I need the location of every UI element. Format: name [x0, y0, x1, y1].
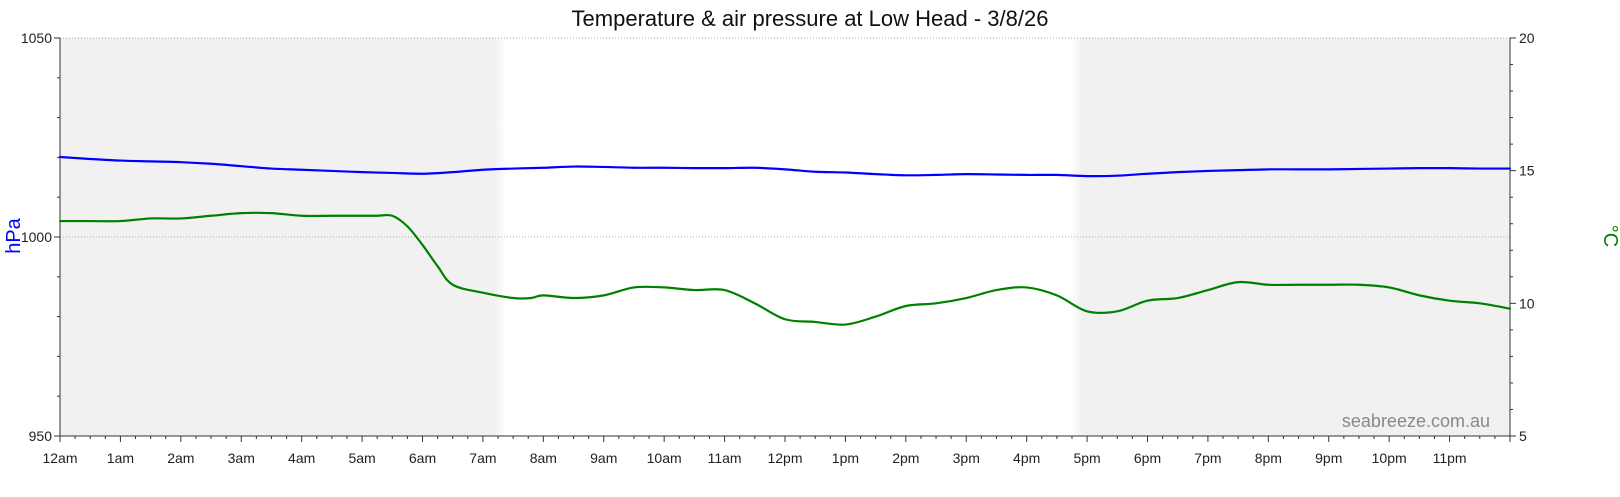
pressure-series-line	[58, 155, 1512, 178]
x-tick-label: 11am	[708, 450, 742, 466]
x-tick-label: 3am	[228, 450, 255, 466]
x-tick-label: 10pm	[1372, 450, 1407, 466]
right-tick-label: 20	[1519, 30, 1535, 46]
x-tick-label: 6pm	[1134, 450, 1161, 466]
series-layer	[58, 155, 1512, 326]
axis-labels: 950 1000 1050 5 10 15 20 12am 1am 2am 3am 4am 5am 6am…	[21, 30, 1535, 466]
x-tick-label: 7pm	[1194, 450, 1221, 466]
x-tick-label: 2am	[167, 450, 194, 466]
x-tick-label: 4am	[288, 450, 315, 466]
x-tick-label: 7am	[469, 450, 496, 466]
x-tick-label: 1am	[107, 450, 134, 466]
night-band-fade	[1070, 38, 1083, 436]
night-band-fade	[494, 38, 506, 436]
right-tick-label: 15	[1519, 163, 1535, 179]
x-tick-label: 8pm	[1255, 450, 1282, 466]
x-tick-label: 9am	[590, 450, 617, 466]
right-axis-title: °C	[1599, 225, 1620, 247]
x-tick-label: 5am	[348, 450, 375, 466]
x-tick-label: 10am	[647, 450, 682, 466]
axes	[54, 37, 1516, 442]
x-tick-label: 3pm	[953, 450, 980, 466]
x-tick-label: 8am	[530, 450, 557, 466]
right-tick-label: 10	[1519, 295, 1535, 311]
chart-title: Temperature & air pressure at Low Head -…	[572, 6, 1049, 31]
x-tick-label: 4pm	[1013, 450, 1040, 466]
night-band	[1081, 38, 1510, 436]
left-tick-label: 950	[29, 428, 53, 444]
x-tick-label: 1pm	[832, 450, 859, 466]
x-tick-label: 9pm	[1315, 450, 1342, 466]
x-tick-label: 12am	[42, 450, 77, 466]
x-tick-label: 12pm	[767, 450, 802, 466]
temperature-series-line	[58, 211, 1512, 326]
x-tick-label: 5pm	[1073, 450, 1100, 466]
right-tick-label: 5	[1519, 428, 1527, 444]
night-shading	[60, 38, 1510, 436]
watermark: seabreeze.com.au	[1342, 411, 1490, 431]
x-tick-label: 11pm	[1433, 450, 1467, 466]
left-axis-title: hPa	[3, 217, 25, 253]
left-tick-label: 1000	[21, 229, 52, 245]
left-tick-label: 1050	[21, 30, 52, 46]
x-tick-label: 2pm	[892, 450, 919, 466]
x-tick-label: 6am	[409, 450, 436, 466]
